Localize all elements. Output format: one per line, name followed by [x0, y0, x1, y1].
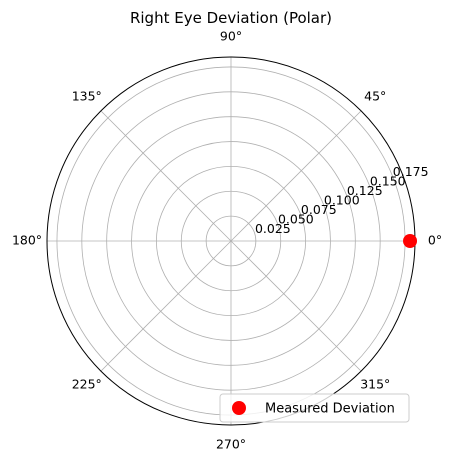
legend-box [219, 393, 410, 423]
angle-tick-label: 270° [216, 437, 246, 452]
radial-tick-label: 0.075 [301, 202, 337, 217]
angular-gridline [230, 110, 362, 242]
angle-tick-label: 180° [12, 233, 42, 248]
data-point [403, 234, 418, 248]
angle-tick-label: 45° [364, 88, 386, 103]
angle-tick-label: 90° [220, 29, 242, 44]
data-points [403, 234, 418, 248]
radial-tick-label: 0.050 [278, 211, 314, 226]
legend-marker [232, 401, 246, 415]
chart-title: Right Eye Deviation (Polar) [130, 9, 332, 27]
angular-gridline [100, 240, 232, 372]
radial-tick-label: 0.100 [324, 192, 360, 207]
angle-tick-labels: 0° 45° 90° 135° 180° 225° 270° 315° [12, 29, 442, 452]
angle-tick-label: 0° [428, 233, 442, 248]
radial-tick-label: 0.125 [347, 183, 383, 198]
radial-tick-label: 0.175 [393, 164, 429, 179]
radial-tick-label: 0.150 [370, 173, 406, 188]
angle-tick-label: 225° [72, 377, 102, 392]
angular-gridline [100, 110, 232, 242]
legend-label: Measured Deviation [265, 402, 395, 417]
angle-tick-label: 315° [360, 377, 390, 392]
radial-tick-label: 0.025 [255, 221, 291, 236]
angular-gridline [230, 240, 362, 372]
polar-grid [47, 57, 415, 425]
legend: Measured Deviation [219, 393, 410, 423]
angle-tick-label: 135° [72, 88, 102, 103]
